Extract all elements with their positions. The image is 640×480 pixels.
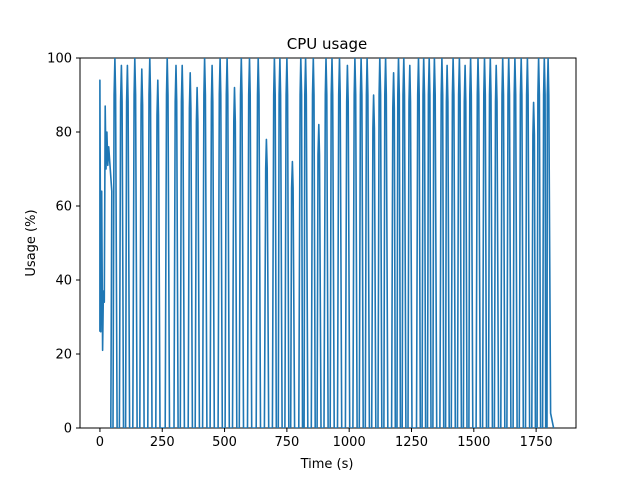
x-tick-label: 1000 xyxy=(333,435,366,450)
y-axis-label: Usage (%) xyxy=(24,209,39,276)
x-tick-label: 1250 xyxy=(395,435,428,450)
x-tick-label: 250 xyxy=(150,435,175,450)
x-tick-label: 1750 xyxy=(520,435,553,450)
y-axis: 0 20 40 60 80 100 xyxy=(47,52,80,437)
x-tick-label: 1500 xyxy=(457,435,490,450)
y-tick-label: 80 xyxy=(55,126,72,141)
y-tick-label: 100 xyxy=(47,52,72,67)
plot-lines xyxy=(99,58,555,428)
x-axis-label: Time (s) xyxy=(300,457,354,472)
y-tick-label: 20 xyxy=(55,348,72,363)
cpu-usage-series-line xyxy=(99,58,555,428)
x-axis: 0 250 500 750 1000 1250 1500 1750 xyxy=(96,428,553,450)
y-tick-label: 60 xyxy=(55,200,72,215)
y-tick-label: 40 xyxy=(55,274,72,289)
chart-title: CPU usage xyxy=(287,35,368,53)
x-tick-label: 0 xyxy=(96,435,104,450)
x-tick-label: 500 xyxy=(212,435,237,450)
y-tick-label: 0 xyxy=(64,422,72,437)
x-tick-label: 750 xyxy=(274,435,299,450)
